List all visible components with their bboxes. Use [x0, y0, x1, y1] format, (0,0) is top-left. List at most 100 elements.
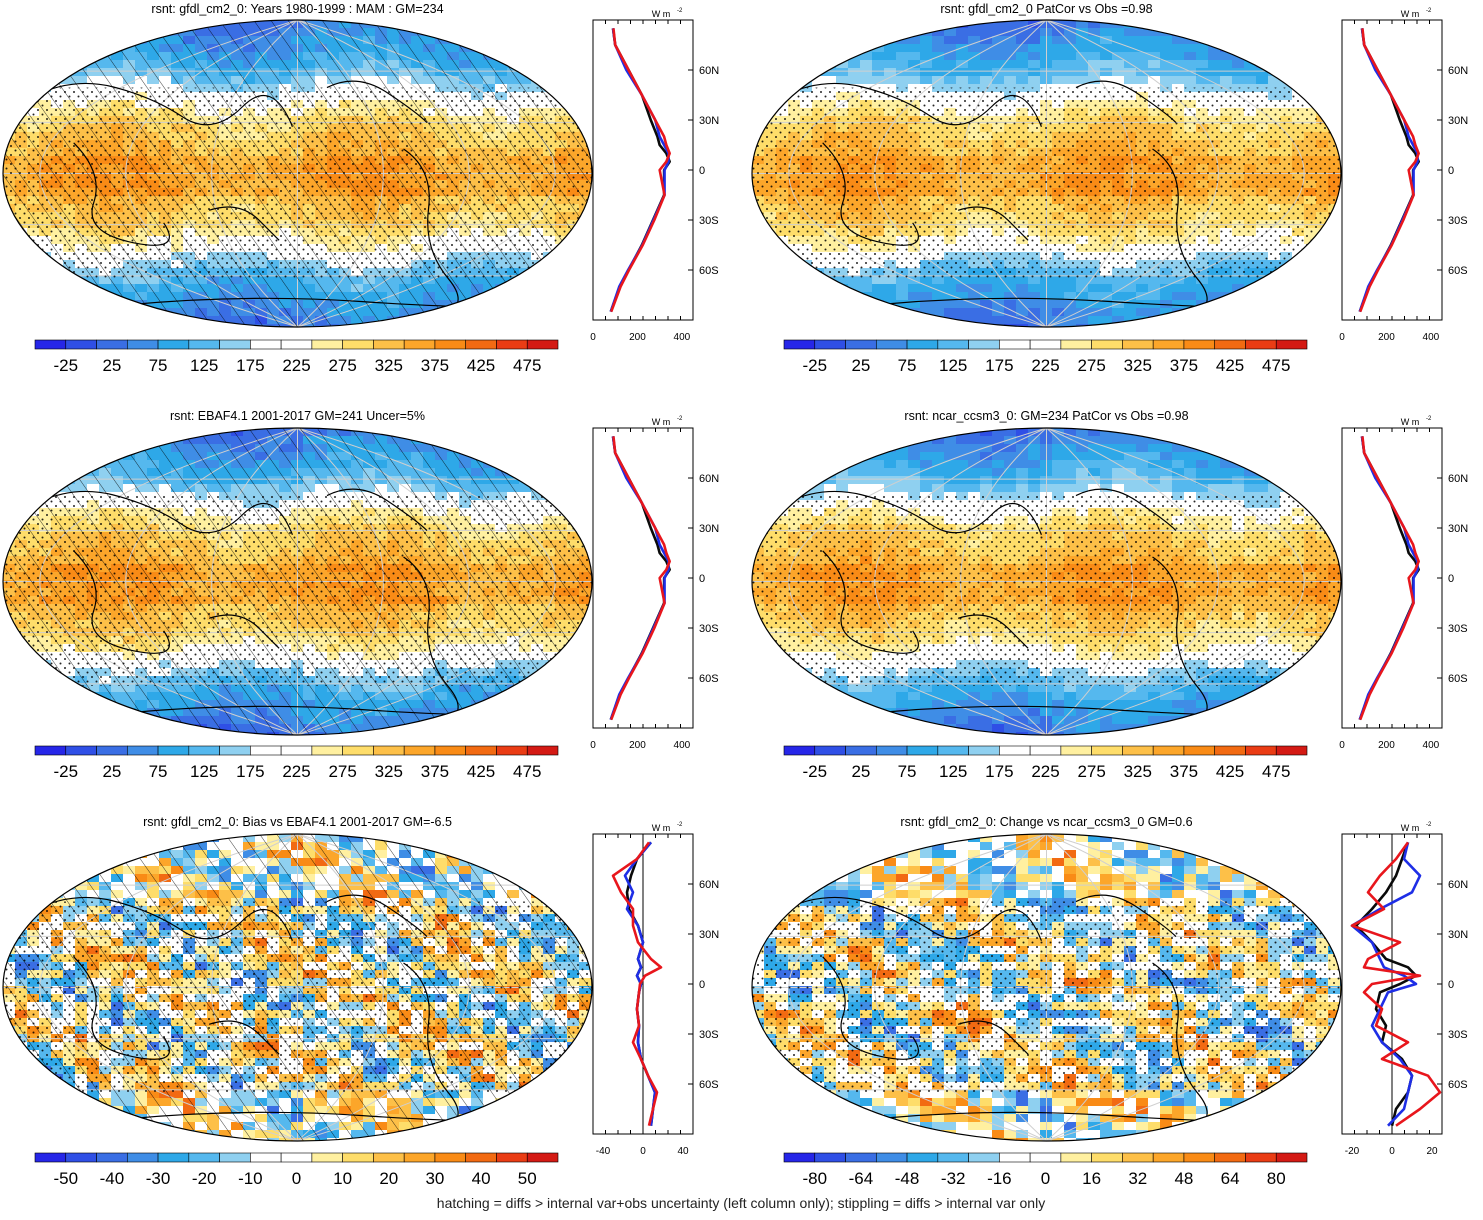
map-cell — [944, 324, 957, 333]
map-cell — [3, 68, 16, 77]
map-cell — [111, 316, 124, 325]
map-cell — [1316, 52, 1329, 61]
map-cell — [1280, 44, 1293, 53]
map-field — [752, 20, 1353, 333]
map-cell — [812, 28, 825, 37]
map-cell — [543, 300, 556, 309]
map-cell — [812, 36, 825, 45]
map-cell — [495, 452, 508, 461]
map-cell — [531, 468, 544, 477]
map-cell — [1124, 308, 1137, 317]
map-cell — [531, 52, 544, 61]
map-cell — [1196, 60, 1209, 69]
map-cell — [579, 276, 592, 285]
colorbar-swatch — [846, 340, 877, 349]
map-cell — [1100, 44, 1113, 53]
map-cell — [15, 468, 28, 477]
map-cell — [27, 308, 40, 317]
map-cell — [1304, 92, 1317, 101]
map-cell — [1172, 316, 1185, 325]
colorbar-swatch — [999, 340, 1030, 349]
map-cell — [968, 308, 981, 317]
map-cell — [1280, 284, 1293, 293]
map-cell — [848, 300, 861, 309]
map-cell — [15, 76, 28, 85]
map-cell — [1316, 92, 1329, 101]
map-cell — [123, 436, 136, 445]
profile-ytick-label: 30N — [1448, 115, 1468, 127]
map-cell — [111, 444, 124, 453]
map-cell — [1328, 76, 1341, 85]
map-cell — [555, 60, 568, 69]
map-cell — [543, 28, 556, 37]
map-cell — [872, 20, 885, 29]
map-cell — [555, 436, 568, 445]
map-cell — [1028, 36, 1041, 45]
map-cell — [495, 316, 508, 325]
map-cell — [519, 468, 532, 477]
map-cell — [3, 36, 16, 45]
map-cell — [1292, 76, 1305, 85]
map-cell — [135, 20, 148, 29]
map-cell — [27, 28, 40, 37]
map-cell — [531, 316, 544, 325]
map-cell — [1232, 300, 1245, 309]
map-cell — [531, 476, 544, 485]
colorbar-tick-label: 225 — [1031, 356, 1059, 375]
map-cell — [1316, 28, 1329, 37]
map-cell — [543, 284, 556, 293]
map-cell — [1028, 60, 1041, 69]
map-cell — [75, 44, 88, 53]
map-cell — [920, 316, 933, 325]
map-cell — [507, 28, 520, 37]
map-cell — [788, 260, 801, 269]
map-cell — [1256, 20, 1269, 29]
map-cell — [39, 260, 52, 269]
map-cell — [87, 292, 100, 301]
map-cell — [1268, 52, 1281, 61]
map-cell — [884, 316, 897, 325]
map-cell — [980, 44, 993, 53]
map-cell — [39, 436, 52, 445]
map-cell — [800, 52, 813, 61]
map-cell — [3, 292, 16, 301]
map-cell — [764, 28, 777, 37]
map-cell — [51, 60, 64, 69]
map-cell — [1028, 44, 1041, 53]
map-cell — [1280, 308, 1293, 317]
map-cell — [920, 76, 933, 85]
map-cell — [1184, 52, 1197, 61]
map-cell — [87, 36, 100, 45]
map-cell — [471, 324, 484, 333]
map-cell — [3, 524, 16, 533]
map-cell — [51, 436, 64, 445]
map-cell — [1184, 76, 1197, 85]
map-cell — [920, 44, 933, 53]
map-cell — [1304, 68, 1317, 77]
map-cell — [1304, 44, 1317, 53]
map-cell — [872, 284, 885, 293]
map-cell — [752, 292, 765, 301]
map-cell — [860, 316, 873, 325]
map-cell — [1328, 36, 1341, 45]
map-cell — [483, 36, 496, 45]
map-cell — [531, 324, 544, 333]
map-cell — [399, 20, 412, 29]
map-cell — [579, 52, 592, 61]
profile-xtick-label: 400 — [1423, 332, 1440, 343]
map-cell — [87, 44, 100, 53]
map-cell — [836, 300, 849, 309]
map-cell — [776, 260, 789, 269]
map-cell — [980, 68, 993, 77]
profile-xtick-label: 0 — [1339, 332, 1345, 343]
map-cell — [471, 436, 484, 445]
map-cell — [764, 36, 777, 45]
map-cell — [1232, 36, 1245, 45]
map-cell — [15, 68, 28, 77]
map-cell — [1004, 292, 1017, 301]
map-cell — [543, 324, 556, 333]
panel-title: rsnt: EBAF4.1 2001-2017 GM=241 Uncer=5% — [170, 409, 425, 423]
map-cell — [507, 452, 520, 461]
map-cell — [435, 436, 448, 445]
map-cell — [788, 316, 801, 325]
